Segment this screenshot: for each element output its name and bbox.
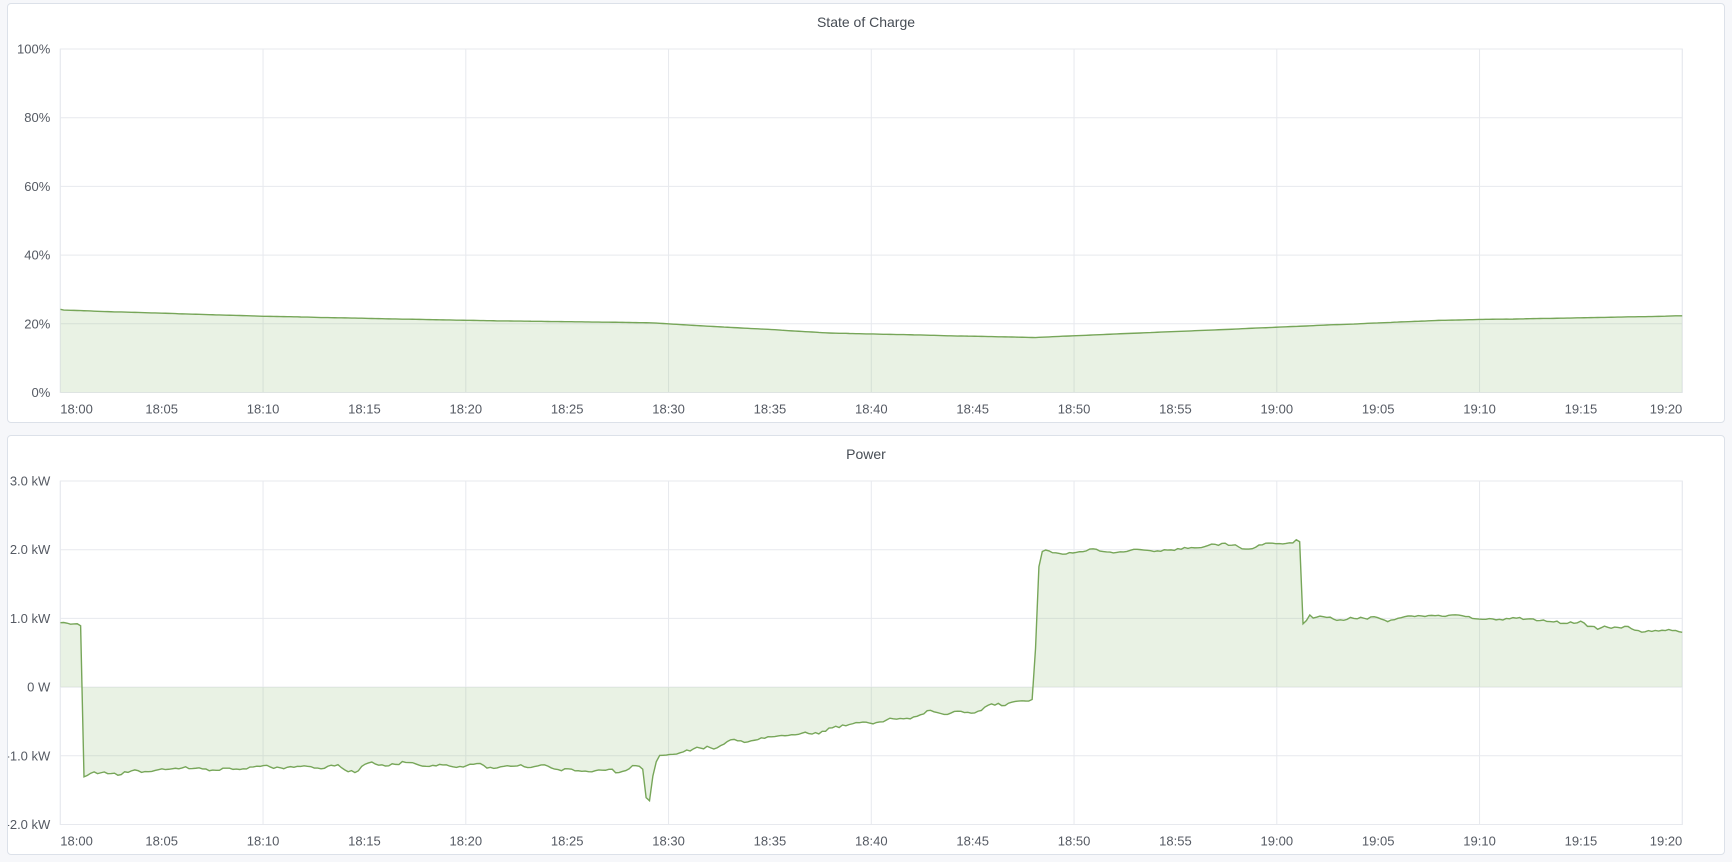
- svg-text:18:15: 18:15: [348, 402, 381, 417]
- svg-text:19:05: 19:05: [1362, 402, 1395, 417]
- svg-text:80%: 80%: [24, 110, 50, 125]
- svg-text:19:00: 19:00: [1261, 402, 1294, 417]
- svg-text:100%: 100%: [17, 42, 51, 57]
- svg-text:18:50: 18:50: [1058, 402, 1091, 417]
- svg-text:18:55: 18:55: [1159, 834, 1192, 849]
- svg-text:18:35: 18:35: [754, 402, 787, 417]
- svg-text:18:20: 18:20: [450, 834, 483, 849]
- svg-text:0 W: 0 W: [27, 680, 51, 695]
- svg-text:2.0 kW: 2.0 kW: [10, 542, 51, 557]
- svg-text:19:15: 19:15: [1565, 834, 1598, 849]
- svg-text:18:10: 18:10: [247, 834, 280, 849]
- svg-text:18:25: 18:25: [551, 834, 584, 849]
- svg-text:18:30: 18:30: [652, 402, 685, 417]
- svg-text:18:35: 18:35: [754, 834, 787, 849]
- svg-text:40%: 40%: [24, 248, 50, 263]
- svg-text:19:20: 19:20: [1650, 834, 1683, 849]
- svg-text:60%: 60%: [24, 179, 50, 194]
- svg-text:19:20: 19:20: [1650, 402, 1683, 417]
- svg-text:-2.0 kW: -2.0 kW: [8, 817, 51, 832]
- svg-text:19:10: 19:10: [1463, 834, 1496, 849]
- svg-text:18:25: 18:25: [551, 402, 584, 417]
- svg-text:19:10: 19:10: [1463, 402, 1496, 417]
- svg-text:18:30: 18:30: [652, 834, 685, 849]
- svg-text:18:05: 18:05: [145, 834, 178, 849]
- svg-text:19:15: 19:15: [1565, 402, 1598, 417]
- svg-text:20%: 20%: [24, 316, 50, 331]
- svg-text:18:50: 18:50: [1058, 834, 1091, 849]
- svg-text:19:05: 19:05: [1362, 834, 1395, 849]
- svg-text:18:20: 18:20: [450, 402, 483, 417]
- svg-text:18:40: 18:40: [855, 834, 888, 849]
- svg-text:19:00: 19:00: [1261, 834, 1294, 849]
- svg-text:1.0 kW: 1.0 kW: [10, 611, 51, 626]
- svg-text:18:15: 18:15: [348, 834, 381, 849]
- svg-text:0%: 0%: [32, 385, 51, 400]
- svg-text:18:10: 18:10: [247, 402, 280, 417]
- svg-text:18:45: 18:45: [956, 834, 989, 849]
- svg-text:3.0 kW: 3.0 kW: [10, 474, 51, 489]
- svg-text:-1.0 kW: -1.0 kW: [8, 748, 51, 763]
- svg-text:18:40: 18:40: [855, 402, 888, 417]
- svg-text:18:00: 18:00: [60, 402, 93, 417]
- svg-text:18:45: 18:45: [956, 402, 989, 417]
- svg-text:18:55: 18:55: [1159, 402, 1192, 417]
- svg-text:18:00: 18:00: [60, 834, 93, 849]
- svg-text:18:05: 18:05: [145, 402, 178, 417]
